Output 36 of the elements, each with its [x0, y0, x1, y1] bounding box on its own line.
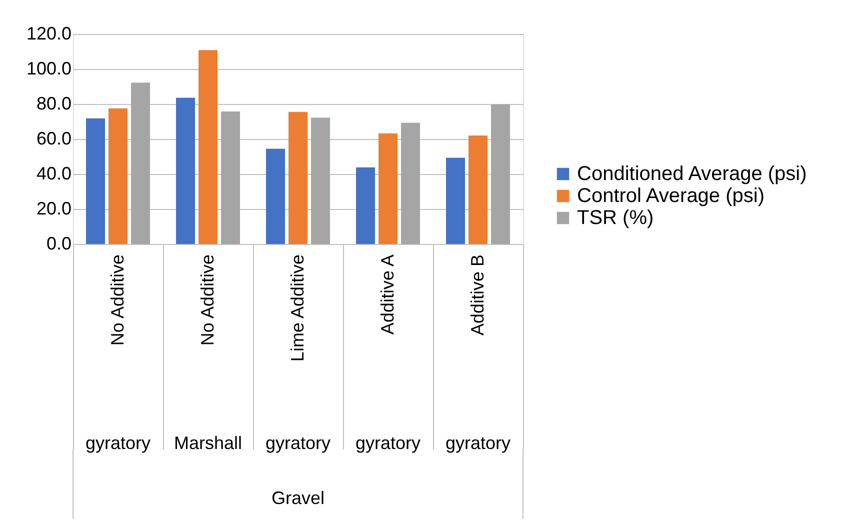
bar	[176, 98, 195, 244]
x-tick-label: Additive A	[378, 254, 398, 335]
text: Gravel	[271, 488, 325, 508]
y-tick-label: 120.0	[26, 24, 72, 44]
bar	[221, 112, 240, 244]
bar	[198, 50, 218, 244]
bar	[378, 133, 398, 244]
bar	[401, 122, 420, 244]
text: gyratory	[265, 433, 331, 453]
text: gyratory	[445, 433, 511, 453]
bar	[266, 148, 285, 244]
bar	[311, 118, 330, 244]
bar	[491, 104, 510, 244]
bar	[86, 118, 105, 244]
y-tick-label: 80.0	[36, 94, 72, 114]
y-tick-label: 60.0	[36, 128, 72, 148]
legend-label: TSR (%)	[577, 207, 654, 229]
y-tick-label: 20.0	[36, 198, 72, 218]
x-tick-label: No Additive	[108, 254, 128, 346]
bar	[108, 108, 128, 244]
x-tick-label: Lime Additive	[288, 254, 308, 362]
y-tick-label: 100.0	[26, 58, 72, 78]
bar	[446, 158, 465, 244]
bar	[356, 167, 375, 244]
legend-label: Conditioned Average (psi)	[577, 163, 807, 185]
text: Marshall	[174, 433, 242, 453]
bar	[131, 82, 150, 244]
x-tick-label: Additive B	[468, 254, 488, 336]
text: gyratory	[355, 433, 421, 453]
legend-label: Control Average (psi)	[577, 185, 764, 207]
bar	[288, 112, 308, 244]
y-tick-label: 40.0	[36, 164, 72, 184]
text: gyratory	[85, 433, 151, 453]
x-tick-label: No Additive	[198, 254, 218, 346]
y-tick-label: 0.0	[46, 234, 72, 254]
bar	[468, 136, 488, 244]
